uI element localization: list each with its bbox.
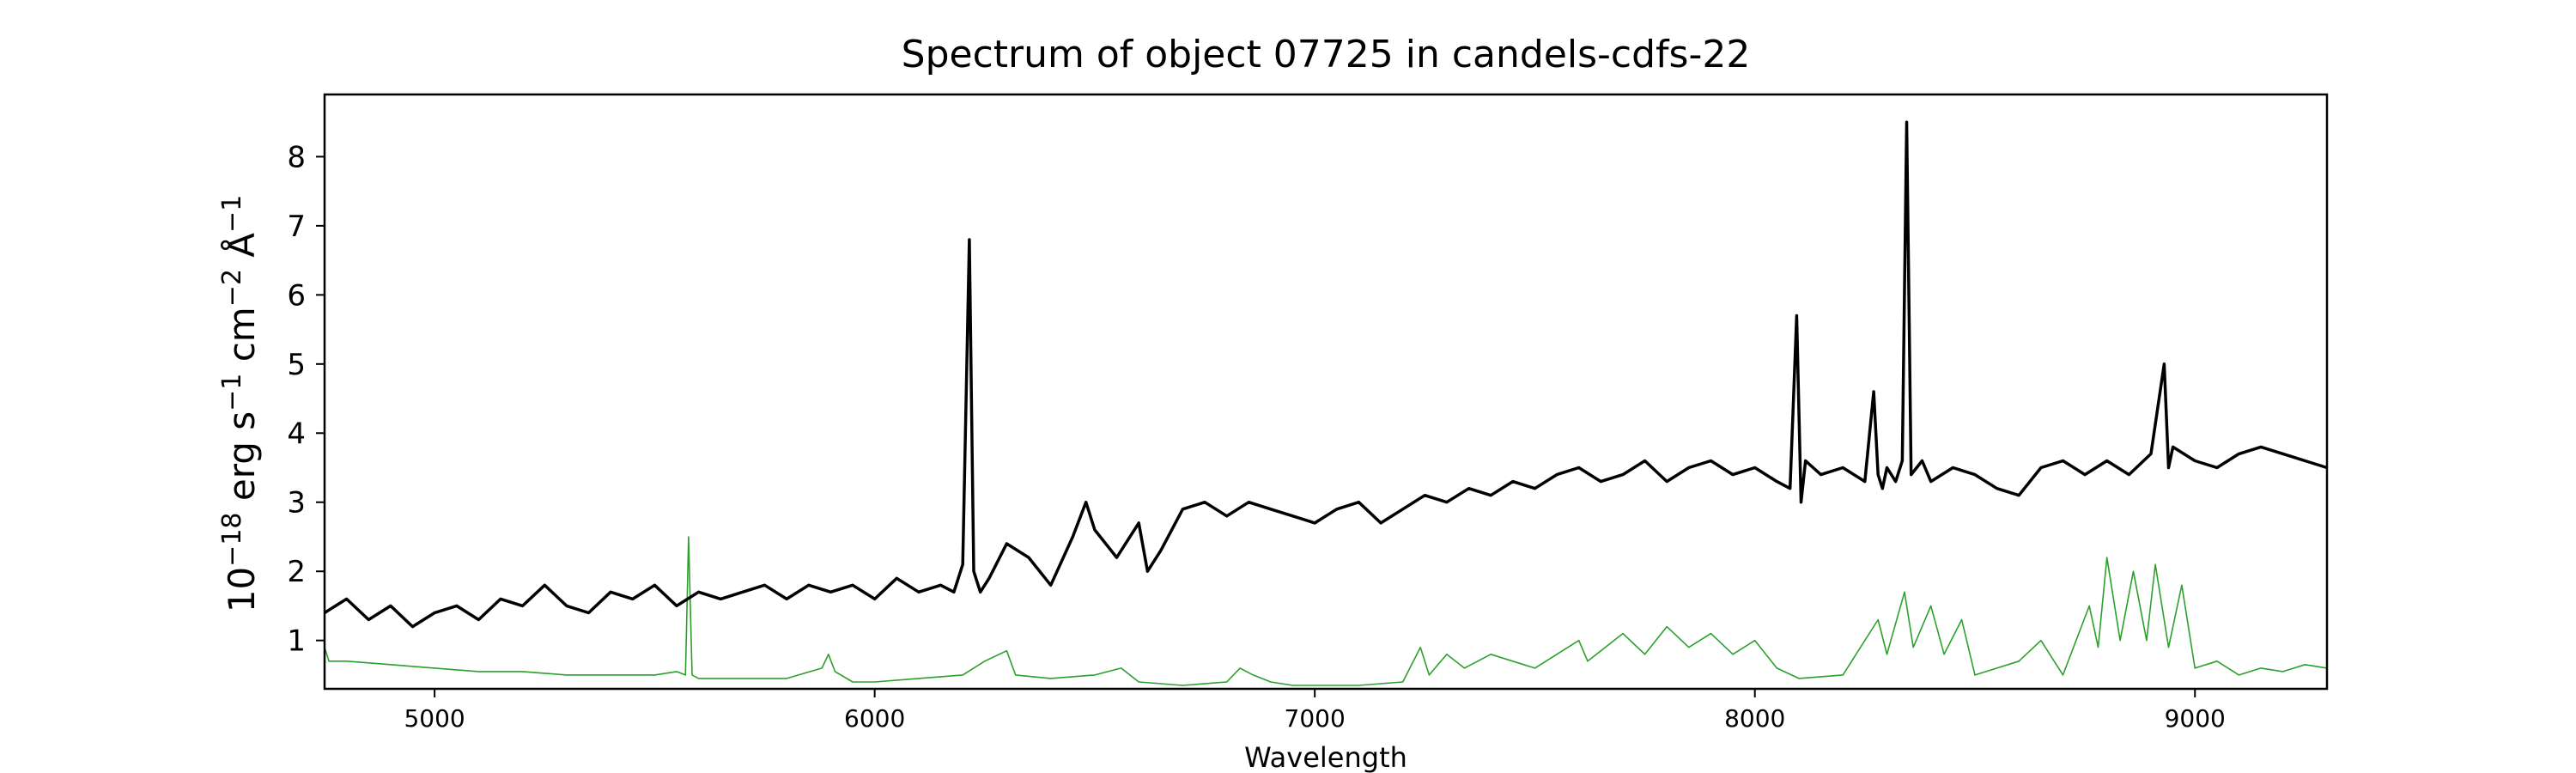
y-tick-label: 6 [287,278,306,313]
x-tick-label: 9000 [2165,704,2226,733]
series-group [324,120,2328,686]
y-tick-label: 5 [287,348,306,382]
y-axis-label-unit-2: cm [221,307,263,373]
y-axis-label: 10−18 erg s−1 cm−2 Å−1 [217,195,263,613]
y-tick-label: 7 [287,210,306,244]
y-axis-label-exp: −18 [217,513,247,567]
chart-title: Spectrum of object 07725 in candels-cdfs… [902,33,1751,76]
y-tick-label: 2 [287,555,306,589]
y-tick-label: 8 [287,140,306,174]
y-axis-label-exp-3: −1 [217,195,247,233]
y-axis-label-unit-1: erg s [221,411,263,513]
x-axis-label: Wavelength [1244,741,1407,773]
x-tick-label: 7000 [1285,704,1346,733]
axis-ticks: 5000 6000 7000 8000 9000 1 2 3 4 5 6 7 8 [287,140,2226,733]
y-axis-label-exp-1: −1 [217,374,247,411]
x-tick-label: 6000 [844,704,905,733]
plot-frame [323,93,2329,691]
y-tick-label: 4 [287,417,306,451]
y-tick-label: 3 [287,486,306,520]
y-axis-label-base: 10 [221,567,263,612]
x-tick-label: 8000 [1724,704,1785,733]
sky-series-line [324,536,2328,686]
x-tick-label: 5000 [404,704,465,733]
y-axis-label-exp-2: −2 [217,269,247,307]
y-axis-label-unit-3: Å [220,233,263,269]
y-tick-label: 1 [287,624,306,659]
flux-series-line [324,120,2328,629]
